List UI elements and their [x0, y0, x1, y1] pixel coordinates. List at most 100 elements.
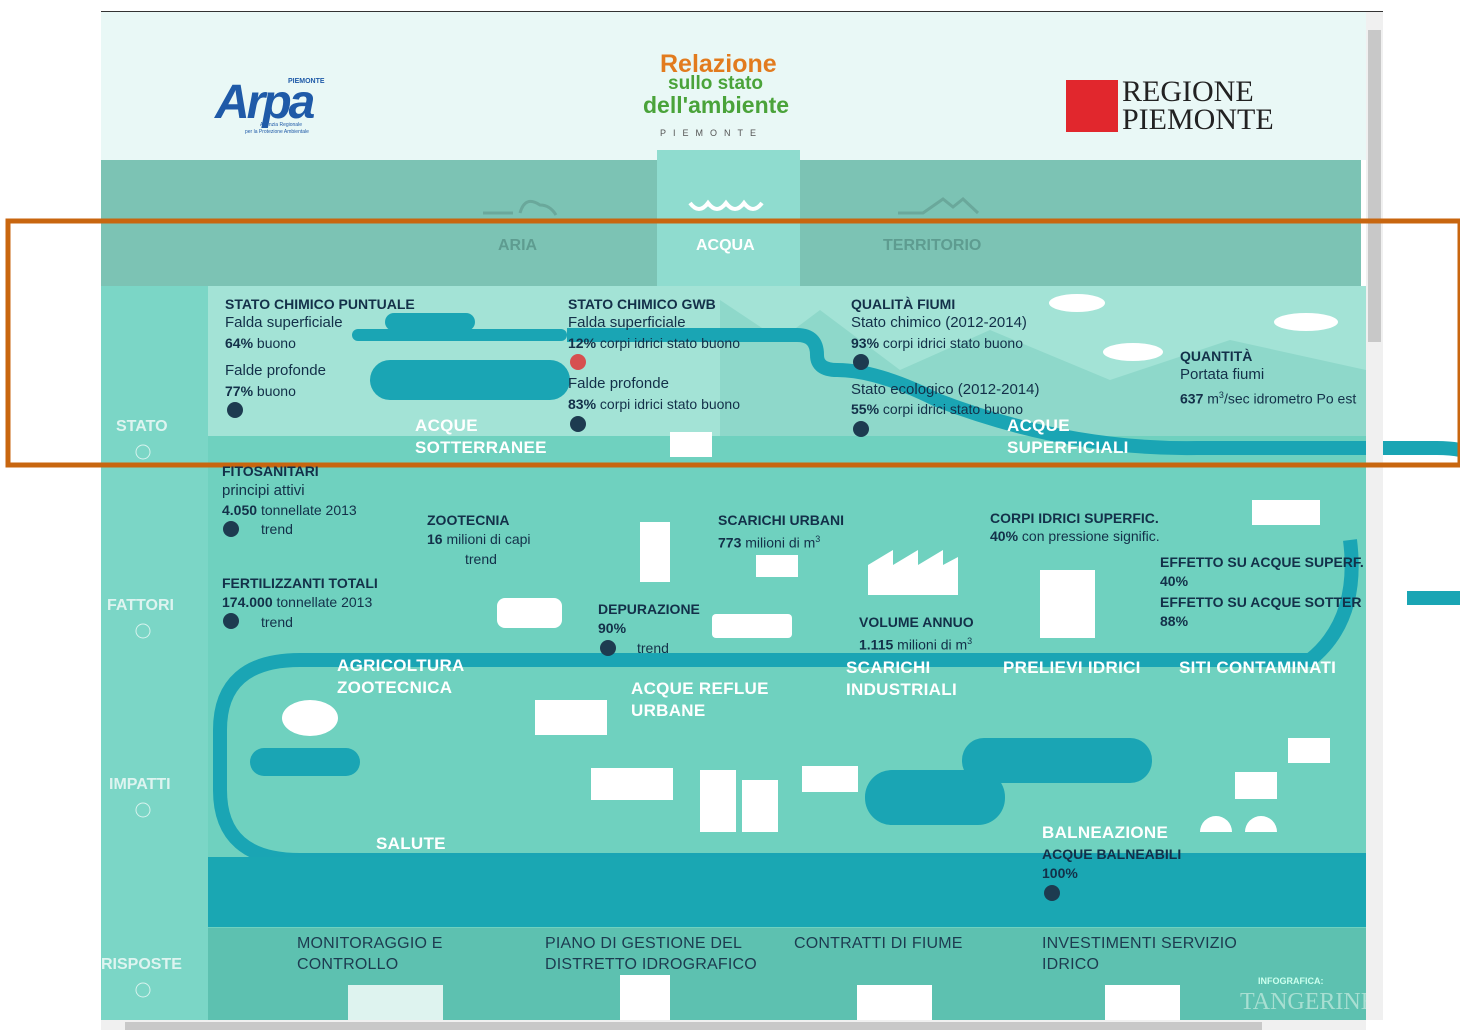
lake	[865, 770, 1005, 825]
row-label: RISPOSTE	[101, 956, 182, 973]
factory	[802, 766, 858, 792]
land-icon	[898, 197, 980, 215]
section-label: ACQUE	[1007, 416, 1070, 435]
indicator-title: EFFETTO SU ACQUE SUPERF.	[1160, 554, 1364, 570]
river	[213, 539, 1366, 867]
indicator-value: 90%	[598, 620, 627, 636]
water-band	[208, 857, 1366, 927]
building	[640, 522, 670, 582]
response[interactable]: IDRICO	[1042, 956, 1100, 973]
indicator-sub: Falde profonde	[568, 375, 669, 392]
indicator-value: 40% con pressione signific.	[990, 528, 1160, 544]
section-label: PRELIEVI IDRICI	[1003, 658, 1141, 677]
nav-tab[interactable]: ARIA	[498, 237, 538, 254]
section-label: SCARICHI	[846, 658, 931, 677]
section-label: INDUSTRIALI	[846, 680, 957, 699]
building	[700, 770, 736, 832]
water-icon	[688, 199, 764, 211]
indicator-sub: Portata fiumi	[1180, 366, 1265, 383]
indicator-sub: Falda superficiale	[225, 314, 343, 331]
rsa-title: Relazione	[660, 50, 777, 78]
rsa-region: PIEMONTE	[660, 128, 764, 138]
plus-icons	[135, 444, 151, 998]
aquifer	[370, 360, 570, 400]
response[interactable]: CONTROLLO	[297, 956, 399, 973]
indicator-title: DEPURAZIONE	[598, 601, 700, 617]
factory	[868, 550, 958, 595]
money-icon	[1105, 985, 1180, 1020]
indicator-value: 77% buono	[225, 383, 296, 399]
response[interactable]: MONITORAGGIO E	[297, 935, 443, 952]
scroll-thumb-h[interactable]	[125, 1022, 1262, 1030]
indicator-title: FERTILIZZANTI TOTALI	[222, 575, 378, 591]
factory	[1252, 500, 1320, 525]
air-icon	[483, 199, 558, 216]
indicator-title: SCARICHI URBANI	[718, 512, 844, 528]
aquifer	[352, 329, 567, 341]
rsa-title: dell'ambiente	[643, 92, 790, 118]
row-label: FATTORI	[107, 597, 174, 614]
credit: INFOGRAFICA:	[1258, 976, 1324, 986]
indicator-value: 83% corpi idrici stato buono	[568, 396, 740, 412]
trend: trend	[637, 640, 669, 656]
rsa-title: sullo stato	[668, 73, 764, 94]
section-label: SITI CONTAMINATI	[1179, 658, 1337, 677]
indicator-title: EFFETTO SU ACQUE SOTTER	[1160, 594, 1362, 610]
arpa-region: PIEMONTE	[288, 78, 325, 85]
indicator-sub: Stato chimico (2012-2014)	[851, 314, 1027, 331]
indicator-value: 1.115 milioni di m3	[859, 636, 973, 653]
building	[1288, 738, 1330, 763]
indicator-value: 88%	[1160, 613, 1189, 629]
section-label: SALUTE	[376, 834, 446, 853]
regione-text: REGIONE	[1122, 75, 1254, 108]
umbrellas	[1200, 816, 1277, 832]
active-tab-bg	[657, 150, 800, 286]
indicator-value: 4.050 tonnellate 2013	[222, 502, 357, 518]
section-label: ACQUE	[415, 416, 478, 435]
indicator-title: QUANTITÀ	[1180, 348, 1253, 364]
indicator-title: STATO CHIMICO GWB	[568, 296, 716, 312]
monitor-icon	[348, 985, 443, 1020]
row-label: STATO	[116, 418, 168, 435]
arpa-sub: Agenzia Regionale	[260, 122, 302, 128]
cloud	[1103, 343, 1163, 361]
mountains	[720, 300, 1366, 436]
indicator-title: ACQUE BALNEABILI	[1042, 846, 1182, 862]
indicator-title: ZOOTECNIA	[427, 512, 510, 528]
section-label: AGRICOLTURA	[337, 656, 465, 675]
brand: TANGERINE	[1240, 989, 1366, 1015]
response[interactable]: DISTRETTO IDROGRAFICO	[545, 956, 757, 973]
pig	[282, 700, 338, 736]
building	[670, 432, 712, 457]
indicator-value: 64% buono	[225, 335, 296, 351]
nav-tab[interactable]: TERRITORIO	[883, 237, 982, 254]
row-label: IMPATTI	[109, 776, 171, 793]
response[interactable]: PIANO DI GESTIONE DEL	[545, 935, 743, 952]
indicator-value: 637 m3/sec idrometro Po est	[1180, 390, 1357, 407]
indicator-value: 40%	[1160, 573, 1189, 589]
section-label: SUPERFICIALI	[1007, 438, 1129, 457]
section-label: ACQUE REFLUE	[631, 679, 769, 698]
indicator-sub: Falde profonde	[225, 362, 326, 379]
response[interactable]: CONTRATTI DI FIUME	[794, 935, 963, 952]
arpa-sub: per la Protezione Ambientale	[245, 129, 309, 135]
building	[756, 555, 798, 577]
building	[591, 768, 673, 800]
indicator-sub: Falda superficiale	[568, 314, 686, 331]
lake	[962, 738, 1152, 783]
row-label-column	[101, 286, 208, 1020]
smileys	[223, 354, 1060, 901]
scroll-thumb[interactable]	[1368, 30, 1381, 342]
regione-flag	[1066, 80, 1118, 132]
indicator-value: 100%	[1042, 865, 1078, 881]
section-label: SOTTERRANEE	[415, 438, 547, 457]
nav-tab-active[interactable]: ACQUA	[696, 237, 755, 254]
response[interactable]: INVESTIMENTI SERVIZIO	[1042, 935, 1238, 952]
indicator-value: 16 milioni di capi	[427, 531, 531, 547]
cloud	[1049, 294, 1105, 312]
cloud	[1274, 313, 1338, 331]
indicator-title: FITOSANITARI	[222, 463, 319, 479]
cow	[497, 598, 562, 628]
indicator-sub: Stato ecologico (2012-2014)	[851, 381, 1040, 398]
